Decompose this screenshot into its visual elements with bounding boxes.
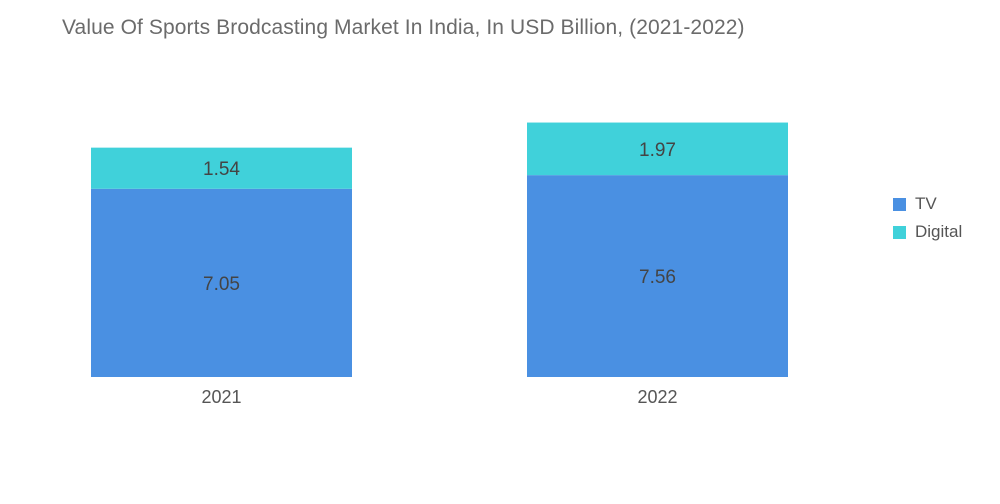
legend-swatch-digital xyxy=(893,225,906,239)
bar-digital-2022 xyxy=(527,122,788,176)
data-label-tv-2022: 7.56 xyxy=(639,267,676,288)
data-label-tv-2021: 7.05 xyxy=(203,274,240,295)
bar-tv-2022 xyxy=(527,175,788,377)
bar-tv-2021 xyxy=(91,188,352,377)
chart-title: Value Of Sports Brodcasting Market In In… xyxy=(62,16,745,39)
x-tick-label-2021: 2021 xyxy=(201,387,241,407)
legend-swatch-tv xyxy=(893,197,906,211)
legend-label-tv: TV xyxy=(915,194,937,213)
data-label-digital-2022: 1.97 xyxy=(639,140,676,161)
legend-item-digital: Digital xyxy=(893,218,962,246)
legend-item-tv: TV xyxy=(893,190,962,218)
bar-digital-2021 xyxy=(91,147,352,189)
data-label-digital-2021: 1.54 xyxy=(203,159,240,180)
legend: TV Digital xyxy=(893,190,962,246)
x-tick-label-2022: 2022 xyxy=(637,387,677,407)
legend-label-digital: Digital xyxy=(915,222,963,241)
